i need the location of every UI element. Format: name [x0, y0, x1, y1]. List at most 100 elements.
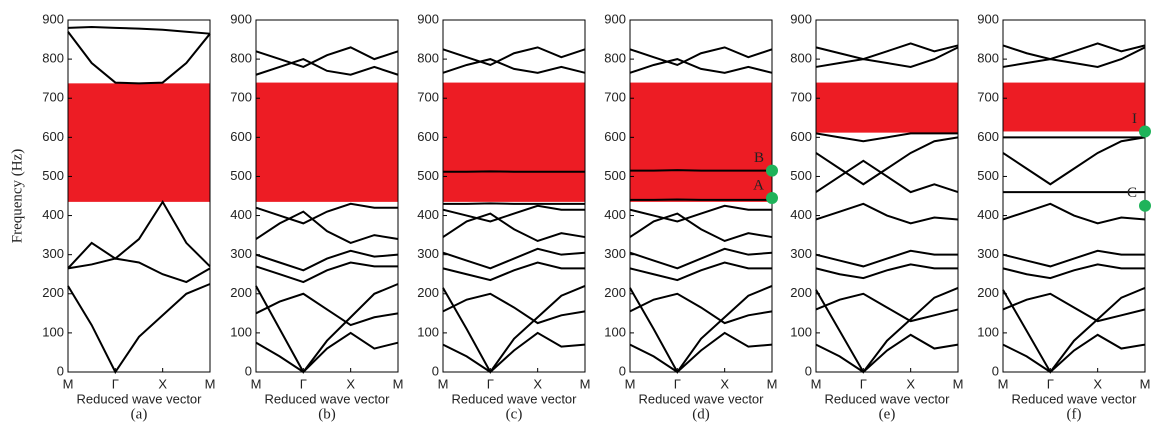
y-tick-label: 800 [230, 51, 252, 66]
band-line [442, 212, 586, 243]
x-tick-label: Γ [300, 376, 307, 391]
y-tick-label: 300 [604, 246, 626, 261]
band-line [815, 286, 959, 374]
x-tick-label: Γ [487, 376, 494, 391]
plot-frame [67, 19, 211, 373]
mode-point [1139, 125, 1151, 138]
x-tick-label: M [625, 376, 636, 391]
y-tick-label: 100 [417, 324, 439, 339]
band-line [815, 42, 959, 61]
band-gap [1003, 82, 1145, 132]
y-tick-label: 200 [977, 285, 999, 300]
x-tick-label: M [63, 376, 74, 391]
y-tick-label: 900 [790, 11, 812, 26]
panel-caption: (d) [692, 406, 710, 422]
y-tick-label: 200 [604, 285, 626, 300]
band-line [815, 249, 958, 268]
band-line [629, 247, 773, 270]
band-line [67, 31, 211, 85]
y-tick-label: 400 [417, 207, 439, 222]
y-tick-label: 300 [790, 246, 812, 261]
panel-caption: (b) [318, 406, 336, 422]
band-line [67, 26, 211, 35]
y-tick-label: 700 [790, 90, 812, 105]
x-tick-label: M [998, 376, 1009, 391]
y-tick-label: 800 [604, 51, 626, 66]
mode-point [1139, 199, 1151, 212]
band-line [442, 292, 586, 325]
band-line [815, 46, 959, 68]
y-tick-label: 0 [805, 363, 812, 378]
band-line [442, 261, 585, 282]
band-line [1002, 136, 1146, 186]
x-tick-label: X [158, 376, 167, 391]
y-tick-label: 0 [619, 363, 626, 378]
mode-label: A [753, 177, 764, 193]
band-line [255, 249, 399, 272]
band-line [1002, 292, 1146, 323]
x-axis-label: Reduced wave vector [638, 391, 764, 406]
band-line [1002, 202, 1146, 225]
band-line [442, 204, 585, 223]
band-gap [443, 82, 585, 202]
y-tick-label: 500 [42, 168, 64, 183]
mode-label: C [1127, 185, 1137, 201]
y-tick-label: 200 [417, 285, 439, 300]
y-tick-label: 100 [604, 324, 626, 339]
band-line [67, 257, 211, 284]
band-gap [630, 82, 772, 202]
band-line [255, 46, 399, 69]
x-tick-label: X [906, 376, 915, 391]
band-line [1002, 46, 1146, 68]
panel-caption: (c) [506, 406, 523, 422]
band-gap [256, 82, 398, 202]
y-tick-label: 500 [604, 168, 626, 183]
y-tick-label: 900 [977, 11, 999, 26]
band-line [815, 292, 959, 323]
band-line [255, 283, 399, 374]
x-axis-label: Reduced wave vector [76, 391, 202, 406]
y-tick-label: 0 [57, 363, 64, 378]
band-line [255, 261, 398, 284]
band-line [815, 263, 958, 280]
x-tick-label: M [1140, 376, 1151, 391]
y-tick-label: 800 [42, 51, 64, 66]
y-tick-label: 900 [230, 11, 252, 26]
plot-frame [1002, 19, 1146, 373]
y-tick-label: 700 [230, 90, 252, 105]
y-tick-label: 200 [230, 285, 252, 300]
y-tick-label: 500 [417, 168, 439, 183]
y-tick-label: 400 [230, 207, 252, 222]
y-tick-label: 0 [992, 363, 999, 378]
panel-caption: (a) [131, 406, 148, 422]
panel-caption: (f) [1067, 406, 1082, 422]
x-tick-label: M [767, 376, 778, 391]
y-axis-label: Frequency (Hz) [9, 149, 25, 244]
x-tick-label: Γ [860, 376, 867, 391]
band-line [255, 292, 399, 327]
band-line [1002, 263, 1145, 280]
plot-frame [255, 19, 399, 373]
y-tick-label: 500 [790, 168, 812, 183]
band-line [442, 285, 586, 374]
x-tick-label: X [1093, 376, 1102, 391]
y-tick-label: 800 [790, 51, 812, 66]
x-tick-label: Γ [112, 376, 119, 391]
x-axis-label: Reduced wave vector [824, 391, 950, 406]
y-tick-label: 200 [790, 285, 812, 300]
y-tick-label: 400 [790, 207, 812, 222]
y-tick-label: 300 [977, 246, 999, 261]
band-line [255, 58, 399, 76]
x-tick-label: Γ [1047, 376, 1054, 391]
y-tick-label: 100 [790, 324, 812, 339]
x-tick-label: X [720, 376, 729, 391]
y-tick-label: 300 [230, 246, 252, 261]
y-tick-label: 800 [417, 51, 439, 66]
panel-caption: (e) [879, 406, 896, 422]
x-axis-label: Reduced wave vector [1011, 391, 1137, 406]
y-tick-label: 400 [977, 207, 999, 222]
y-tick-label: 400 [42, 207, 64, 222]
band-line [255, 331, 399, 374]
y-tick-label: 700 [977, 90, 999, 105]
y-tick-label: 0 [245, 363, 252, 378]
